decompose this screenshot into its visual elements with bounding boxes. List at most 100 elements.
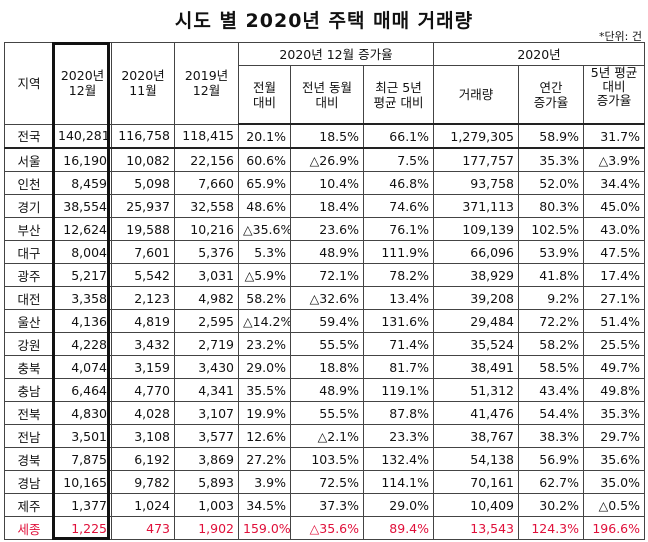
header-yoy: 전년 동월 대비 <box>290 65 364 125</box>
table-row: 서울 16,190 10,082 22,156 60.6% △26.9% 7.5% 177,7… <box>4 147 646 172</box>
value-cell: 4,074 <box>53 355 112 379</box>
region-cell: 전남 <box>4 424 54 448</box>
value-cell: 55.5% <box>290 332 364 356</box>
value-cell: 48.9% <box>290 378 364 402</box>
value-cell: 87.8% <box>362 401 435 425</box>
value-cell: 58.9% <box>518 123 585 149</box>
value-cell: 4,982 <box>174 286 239 310</box>
value-cell: 35.0% <box>583 470 646 494</box>
value-cell: 116,758 <box>111 123 175 149</box>
value-cell: 10,082 <box>111 147 175 172</box>
value-cell: 7,660 <box>174 171 239 195</box>
value-cell: 111.9% <box>362 240 435 264</box>
value-cell: 45.0% <box>583 194 646 218</box>
value-cell: 3,430 <box>174 355 239 379</box>
header-2020-11: 2020년 11월 <box>111 42 175 125</box>
value-cell: 38,554 <box>53 194 112 218</box>
region-cell: 울산 <box>4 309 54 333</box>
value-cell: 6,192 <box>111 447 175 471</box>
header-group-2020: 2020년 <box>433 42 646 66</box>
value-cell: 76.1% <box>362 217 435 241</box>
value-cell: 131.6% <box>362 309 435 333</box>
table-row: 대구 8,004 7,601 5,376 5.3% 48.9% 111.9% 66,096 53… <box>4 240 646 264</box>
table-row: 경북 7,875 6,192 3,869 27.2% 103.5% 132.4% 54,138… <box>4 447 646 471</box>
region-cell: 충북 <box>4 355 54 379</box>
value-cell: 53.9% <box>518 240 585 264</box>
value-cell: 5,098 <box>111 171 175 195</box>
value-cell: 38,767 <box>433 424 520 448</box>
value-cell: 23.2% <box>238 332 291 356</box>
value-cell: 49.8% <box>583 378 646 402</box>
value-cell: 29.0% <box>238 355 291 379</box>
value-cell: 10,165 <box>53 470 112 494</box>
table-row: 대전 3,358 2,123 4,982 58.2% △32.6% 13.4% 39,208 9… <box>4 286 646 310</box>
value-cell: 102.5% <box>518 217 585 241</box>
value-cell: 62.7% <box>518 470 585 494</box>
value-cell: 51.4% <box>583 309 646 333</box>
header-region: 지역 <box>4 42 54 125</box>
table-row: 전북 4,830 4,028 3,107 19.9% 55.5% 87.8% 41,476 54… <box>4 401 646 425</box>
value-cell: 47.5% <box>583 240 646 264</box>
value-cell: 22,156 <box>174 147 239 172</box>
value-cell: 34.5% <box>238 493 291 517</box>
region-cell: 경북 <box>4 447 54 471</box>
value-cell: 35.5% <box>238 378 291 402</box>
value-cell: 119.1% <box>362 378 435 402</box>
region-cell: 인천 <box>4 171 54 195</box>
value-cell: 371,113 <box>433 194 520 218</box>
value-cell: 13.4% <box>362 286 435 310</box>
value-cell: 4,136 <box>53 309 112 333</box>
value-cell: 30.2% <box>518 493 585 517</box>
value-cell: 29.0% <box>362 493 435 517</box>
value-cell: 3,108 <box>111 424 175 448</box>
value-cell: 41.8% <box>518 263 585 287</box>
table-row: 경남 10,165 9,782 5,893 3.9% 72.5% 114.1% 70,161 6… <box>4 470 646 494</box>
value-cell: △35.6% <box>238 217 291 241</box>
region-cell: 광주 <box>4 263 54 287</box>
value-cell: 5,376 <box>174 240 239 264</box>
value-cell: 66,096 <box>433 240 520 264</box>
unit-note: *단위: 건 <box>598 30 642 43</box>
value-cell: 35.6% <box>583 447 646 471</box>
value-cell: 4,830 <box>53 401 112 425</box>
value-cell: 31.7% <box>583 123 646 149</box>
value-cell: 48.9% <box>290 240 364 264</box>
value-cell: 2,595 <box>174 309 239 333</box>
region-cell: 충남 <box>4 378 54 402</box>
value-cell: 72.2% <box>518 309 585 333</box>
value-cell: 66.1% <box>362 123 435 149</box>
value-cell: 18.8% <box>290 355 364 379</box>
table-row: 전남 3,501 3,108 3,577 12.6% △2.1% 23.3% 38,767 38… <box>4 424 646 448</box>
value-cell: 3,107 <box>174 401 239 425</box>
value-cell: 48.6% <box>238 194 291 218</box>
header-volume: 거래량 <box>433 65 520 125</box>
value-cell: 1,225 <box>53 516 112 540</box>
value-cell: △2.1% <box>290 424 364 448</box>
value-cell: 81.7% <box>362 355 435 379</box>
value-cell: 41,476 <box>433 401 520 425</box>
value-cell: 2,123 <box>111 286 175 310</box>
value-cell: 6,464 <box>53 378 112 402</box>
value-cell: 118,415 <box>174 123 239 149</box>
value-cell: 1,003 <box>174 493 239 517</box>
value-cell: △32.6% <box>290 286 364 310</box>
value-cell: 38.3% <box>518 424 585 448</box>
value-cell: 2,719 <box>174 332 239 356</box>
value-cell: 140,281 <box>53 123 112 149</box>
value-cell: 39,208 <box>433 286 520 310</box>
region-cell: 부산 <box>4 217 54 241</box>
region-cell: 대전 <box>4 286 54 310</box>
header-group-dec-rate: 2020년 12월 증가율 <box>237 42 435 66</box>
value-cell: 52.0% <box>518 171 585 195</box>
value-cell: 23.6% <box>290 217 364 241</box>
value-cell: 4,770 <box>111 378 175 402</box>
value-cell: 159.0% <box>238 516 291 540</box>
value-cell: 34.4% <box>583 171 646 195</box>
region-cell: 서울 <box>4 147 54 172</box>
value-cell: 59.4% <box>290 309 364 333</box>
value-cell: 12.6% <box>238 424 291 448</box>
value-cell: 19,588 <box>111 217 175 241</box>
value-cell: 7,601 <box>111 240 175 264</box>
value-cell: 78.2% <box>362 263 435 287</box>
value-cell: 72.5% <box>290 470 364 494</box>
